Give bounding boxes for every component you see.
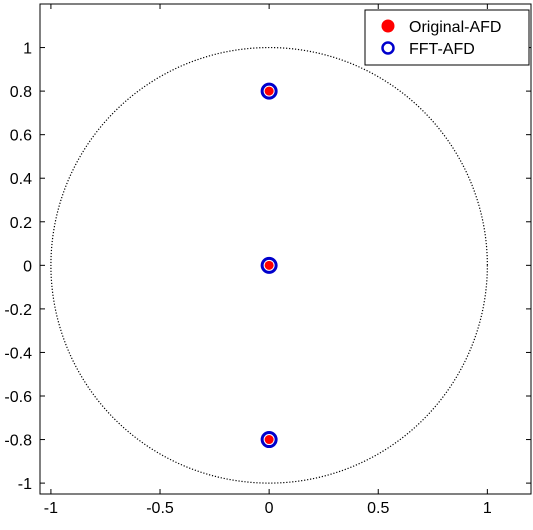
unit-circle [50, 46, 488, 484]
fft-afd-point [260, 431, 278, 449]
y-tick-label: 0.6 [10, 128, 32, 145]
fft-afd-point [260, 82, 278, 100]
x-tick-label: 1 [483, 500, 492, 517]
y-tick-label: -0.4 [4, 345, 32, 362]
legend-label: Original-AFD [409, 19, 501, 36]
tick-layer: -1 -0.5 0 0.5 1 1 0.8 0.6 0.4 0.2 0 -0.2 -0.4 -0.6 -0.… [4, 4, 531, 517]
legend-box [364, 9, 530, 66]
x-tick-label: 0 [265, 500, 274, 517]
plot-area [40, 4, 531, 494]
x-tick-label: -1 [44, 500, 58, 517]
original-afd-point [264, 435, 274, 445]
x-tick-label: 0.5 [367, 500, 389, 517]
y-tick-label: 0.8 [10, 84, 32, 101]
y-tick-label: 1 [23, 41, 32, 58]
legend-label: FFT-AFD [409, 41, 475, 58]
data-points-layer [260, 82, 278, 449]
y-tick-label: 0.2 [10, 215, 32, 232]
unit-circle-layer [50, 46, 488, 484]
original-afd-point [264, 86, 274, 96]
y-tick-label: -0.6 [4, 389, 32, 406]
y-tick-label: 0.4 [10, 171, 32, 188]
y-tick-label: -0.2 [4, 302, 32, 319]
fft-afd-point [260, 256, 278, 274]
legend-marker-original-afd [381, 19, 395, 33]
y-tick-label: -0.8 [4, 433, 32, 450]
axes-frame [39, 3, 532, 495]
y-tick-label: -1 [18, 476, 32, 493]
y-tick-label: 0 [23, 258, 32, 275]
x-tick-label: -0.5 [146, 500, 174, 517]
legend: Original-AFD FFT-AFD [364, 9, 530, 66]
original-afd-point [264, 260, 274, 270]
legend-marker-fft-afd [381, 41, 395, 55]
